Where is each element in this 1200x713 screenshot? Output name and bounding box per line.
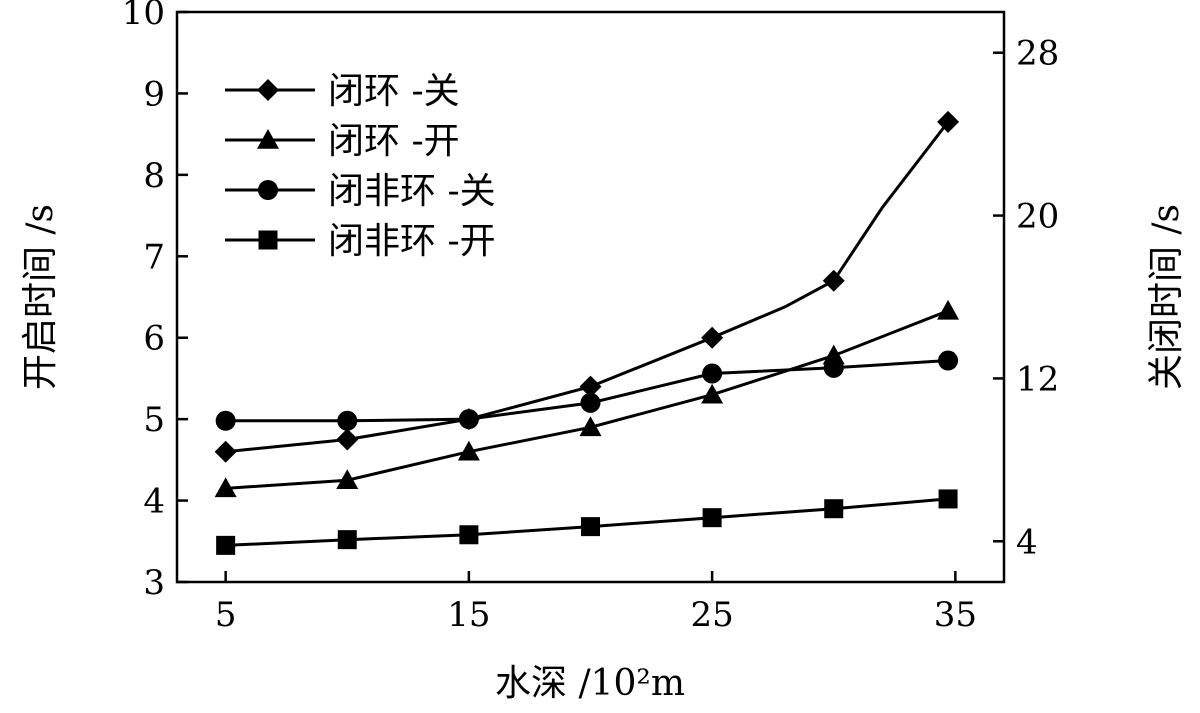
legend-label: 闭非环 -关 — [328, 171, 496, 212]
data-point — [214, 477, 237, 498]
y-axis-left-title: 开启时间 /s — [20, 204, 61, 390]
data-point — [216, 535, 236, 555]
data-point — [337, 410, 358, 431]
y-left-tick-label: 8 — [143, 156, 165, 196]
y-left-tick-label: 7 — [143, 237, 165, 277]
y-right-tick-label: 4 — [1016, 522, 1038, 562]
legend-marker — [258, 230, 278, 250]
data-point — [824, 499, 844, 519]
data-point — [579, 416, 602, 437]
x-tick-label: 5 — [215, 595, 237, 635]
data-point — [336, 428, 359, 451]
y-right-tick-label: 28 — [1016, 34, 1059, 74]
data-point — [459, 525, 479, 545]
y-left-tick-label: 3 — [143, 563, 165, 603]
legend-item: 闭非环 -关 — [225, 171, 496, 212]
x-tick-label: 25 — [690, 595, 733, 635]
ticks-layer: 5 15 25 35 3 4 5 6 7 8 9 10 4 12 20 28 — [122, 0, 1060, 635]
y-left-tick-label: 6 — [143, 319, 165, 359]
series-2 — [214, 299, 960, 498]
data-point — [580, 392, 601, 413]
data-point — [701, 383, 724, 404]
y-left-tick-label: 4 — [143, 482, 165, 522]
series-layer — [214, 110, 960, 555]
plot-frame — [175, 10, 1006, 584]
data-point — [701, 326, 724, 349]
data-point — [938, 350, 959, 371]
x-axis-title: 水深 /10²m — [495, 663, 685, 704]
data-point — [579, 375, 602, 398]
x-tick-label: 35 — [934, 595, 977, 635]
data-point — [215, 410, 236, 431]
legend-marker — [257, 79, 279, 101]
legend-marker — [258, 180, 278, 200]
y-left-tick-label: 10 — [122, 0, 165, 33]
data-point — [581, 517, 600, 537]
y-axis-right-title: 关闭时间 /s — [1146, 204, 1187, 390]
data-point — [457, 440, 480, 461]
data-point — [458, 409, 479, 430]
x-tick-label: 15 — [447, 595, 490, 635]
legend-marker — [257, 129, 279, 149]
legend-label: 闭环 -开 — [328, 121, 460, 162]
data-point — [702, 363, 723, 384]
legend-item: 闭非环 -开 — [225, 221, 496, 262]
y-left-tick-label: 9 — [143, 74, 165, 114]
data-point — [822, 269, 845, 292]
y-right-tick-label: 12 — [1016, 359, 1059, 399]
data-point — [822, 344, 845, 365]
data-point — [938, 489, 958, 509]
legend-item: 闭环 -关 — [225, 71, 460, 112]
data-point — [937, 110, 960, 133]
data-point — [702, 508, 722, 528]
series-3 — [215, 350, 959, 431]
data-point — [214, 440, 237, 463]
series-1 — [214, 110, 960, 463]
series-4 — [216, 489, 958, 555]
data-point — [937, 299, 960, 320]
data-point — [337, 530, 357, 550]
data-point — [823, 357, 844, 378]
y-left-tick-label: 5 — [143, 400, 165, 440]
y-right-tick-label: 20 — [1016, 197, 1059, 237]
legend-item: 闭环 -开 — [225, 121, 460, 162]
legend-label: 闭非环 -开 — [328, 221, 496, 262]
legend-label: 闭环 -关 — [328, 71, 460, 112]
data-point — [336, 469, 359, 490]
